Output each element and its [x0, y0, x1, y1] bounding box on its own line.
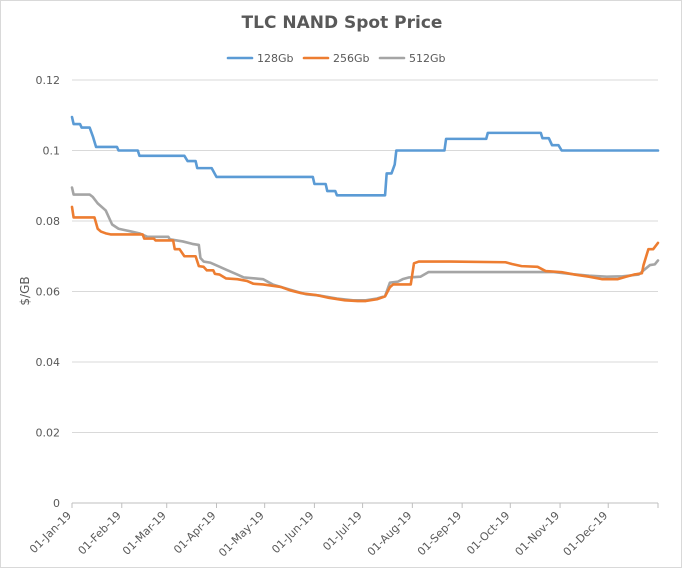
y-tick-label: 0.04: [36, 356, 61, 369]
legend: 128Gb 256Gb 512Gb: [226, 52, 446, 65]
x-tick-label: 01-Jan-19: [27, 509, 74, 556]
y-tick-label: 0.02: [36, 427, 61, 440]
legend-label: 128Gb: [257, 52, 294, 65]
x-tick-label: 01-Feb-19: [76, 509, 124, 557]
x-tick-label: 01-Apr-19: [171, 509, 218, 556]
x-tick-label: 01-Sep-19: [415, 509, 464, 558]
x-tick-label: 01-Aug-19: [365, 509, 415, 559]
x-tick-label: 01-Dec-19: [561, 509, 611, 559]
y-axis-ticks: 0 0.02 0.04 0.06 0.08 0.1 0.12: [36, 74, 61, 510]
legend-label: 512Gb: [409, 52, 446, 65]
series-line-256gb: [70, 205, 660, 303]
gridlines: [72, 79, 658, 504]
series-layer: [70, 115, 660, 303]
legend-label: 256Gb: [333, 52, 370, 65]
x-tick-label: 01-Jul-19: [320, 509, 364, 553]
series-line-512gb: [70, 186, 660, 302]
x-tick-label: 01-Mar-19: [120, 509, 169, 558]
y-tick-label: 0: [53, 497, 60, 510]
x-tick-label: 01-Nov-19: [513, 509, 563, 559]
chart-title: TLC NAND Spot Price: [242, 13, 443, 33]
x-tick-label: 01-Oct-19: [464, 509, 512, 557]
series-line-128gb: [70, 115, 660, 197]
y-tick-label: 0.08: [36, 215, 61, 228]
y-tick-label: 0.12: [36, 74, 61, 87]
y-tick-label: 0.06: [36, 286, 61, 299]
x-tick-label: 01-Jun-19: [269, 509, 316, 556]
y-axis-title: $/GB: [18, 276, 32, 305]
y-tick-label: 0.1: [43, 145, 61, 158]
x-tick-label: 01-May-19: [216, 509, 267, 560]
